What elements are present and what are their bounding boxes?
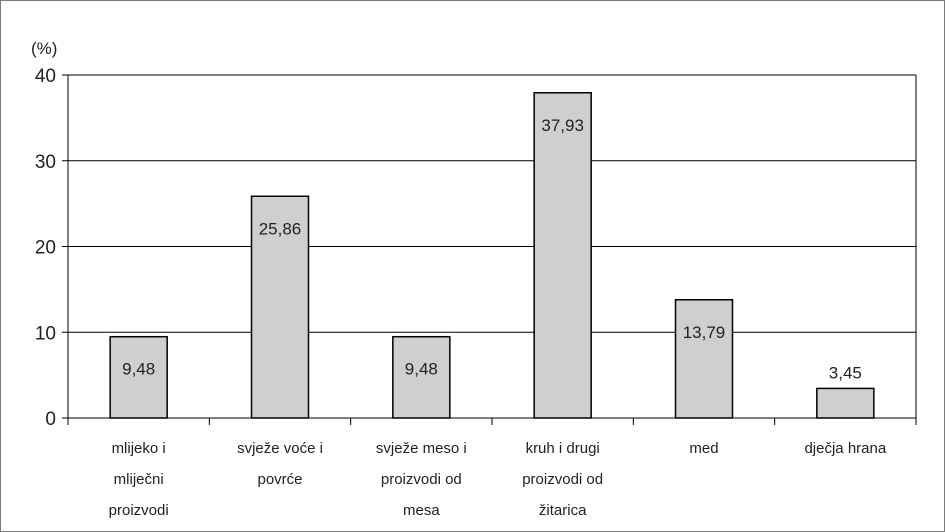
y-axis-unit-label: (%) <box>31 39 57 58</box>
data-label-1: 25,86 <box>259 219 302 238</box>
bar-3 <box>533 92 592 419</box>
y-tick-label-0: 0 <box>45 409 56 430</box>
category-label-0: mlijeko i mliječni proizvodi <box>109 440 169 519</box>
bar-2 <box>392 335 451 419</box>
data-label-4: 13,79 <box>683 323 726 342</box>
data-label-3: 37,93 <box>541 116 584 135</box>
y-tick-label-40: 40 <box>35 66 56 87</box>
bars <box>109 92 875 419</box>
category-label-5: dječja hrana <box>804 440 886 457</box>
y-tick-label-30: 30 <box>35 152 56 173</box>
data-label-0: 9,48 <box>122 360 155 379</box>
category-label-4: med <box>689 440 718 457</box>
bar-0 <box>109 335 168 419</box>
category-label-3: kruh i drugi proizvodi od žitarica <box>522 440 603 519</box>
data-label-2: 9,48 <box>405 360 438 379</box>
y-tick-label-20: 20 <box>35 238 56 259</box>
y-tick-label-10: 10 <box>35 323 56 344</box>
category-label-2: svježe meso i proizvodi od mesa <box>376 440 467 519</box>
gridlines <box>68 74 916 419</box>
bar-4 <box>674 299 734 419</box>
category-label-1: svježe voće i povrće <box>237 440 323 488</box>
data-label-5: 3,45 <box>829 363 862 382</box>
axes <box>62 74 917 425</box>
labels: 0 10 20 30 40 (%) 9,48 mlijeko i mliječni proizvo… <box>31 39 887 519</box>
bar-5 <box>816 387 875 419</box>
